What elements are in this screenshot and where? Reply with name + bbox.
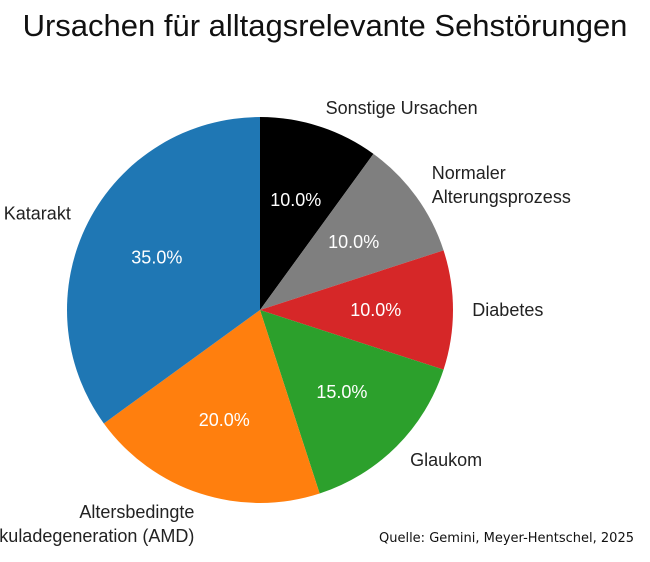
pie-slice (260, 117, 374, 310)
source-note: Quelle: Gemini, Meyer-Hentschel, 2025 (378, 531, 634, 546)
chart-title: Ursachen für alltagsrelevante Sehstörung… (22, 8, 628, 43)
slice-label: Diabetes (472, 300, 543, 320)
slice-percent-label: 20.0% (199, 410, 250, 430)
slice-label: Normaler Alterungsprozess (432, 163, 571, 207)
slice-percent-label: 10.0% (350, 300, 401, 320)
slice-label: AltersbedingteMakuladegeneration (AMD) (0, 502, 194, 546)
pie-slice (260, 250, 453, 370)
slice-percent-label: 35.0% (131, 247, 182, 267)
pie-slice (67, 117, 261, 424)
slice-percent-label: 15.0% (316, 382, 367, 402)
slice-label: Katarakt (4, 204, 71, 224)
pie-slice (103, 310, 320, 503)
slice-label: Glaukom (410, 450, 482, 470)
pie-slice (260, 310, 444, 494)
slice-percent-label: 10.0% (328, 232, 379, 252)
slice-percent-label: 10.0% (270, 190, 321, 210)
pie-slice (260, 153, 444, 310)
slice-label: Sonstige Ursachen (326, 98, 478, 118)
